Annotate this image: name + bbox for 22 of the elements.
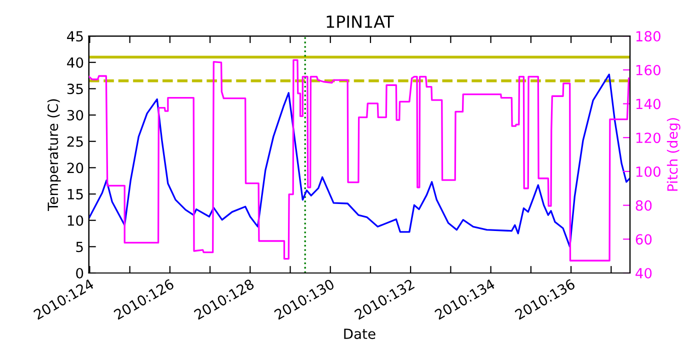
y-tick-label: 40: [67, 57, 84, 68]
y2-axis-title: Pitch (deg): [666, 118, 680, 191]
y-tick-label: 15: [68, 189, 83, 200]
y-tick-label: 25: [67, 136, 83, 147]
y2-tick-label: 80: [636, 200, 652, 211]
y2-tick-label: 40: [636, 268, 652, 278]
y-tick-label: 5: [76, 242, 83, 252]
y-tick-label: 20: [67, 162, 84, 174]
y-axis-title: Temperature (C): [47, 99, 61, 212]
y2-tick-label: 100: [636, 166, 660, 177]
y2-tick-label: 140: [636, 98, 660, 110]
y-tick-label: 30: [67, 110, 84, 121]
y-tick-label: 0: [76, 268, 84, 278]
y2-tick-label: 120: [636, 132, 660, 144]
y-tick-label: 35: [67, 84, 83, 94]
y-tick-label: 10: [68, 215, 84, 226]
chart-title: 1PIN1AT: [326, 16, 394, 28]
y2-tick-label: 160: [636, 64, 660, 76]
y-tick-label: 45: [67, 31, 83, 42]
y2-tick-label: 60: [636, 234, 652, 245]
y2-tick-label: 180: [636, 31, 660, 42]
x-axis-title: Date: [344, 328, 376, 340]
